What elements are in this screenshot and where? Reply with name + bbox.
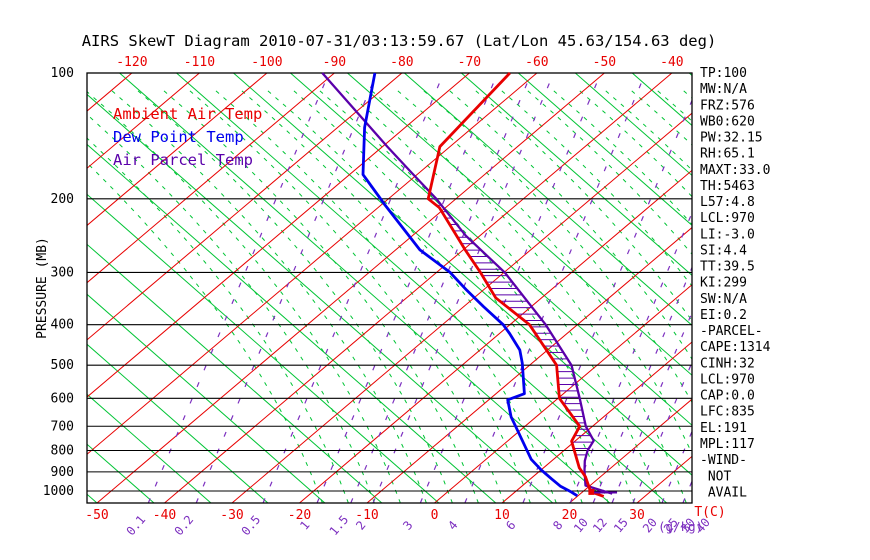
bottom-temp-axis: -50 -40 -30 -20 -10 0 10 20 30 T(C) — [85, 505, 725, 523]
mixing-ratio-tick: 6 — [503, 518, 518, 533]
stat-line: CAP:0.0 — [700, 389, 755, 404]
stat-line: SI:4.4 — [700, 243, 747, 258]
chart-header: AIRS SkewT Diagram 2010-07-31/03:13:59.6… — [82, 32, 717, 50]
stat-line: L57:4.8 — [700, 195, 755, 210]
stat-line: TP:100 — [700, 66, 747, 81]
pressure-axis-label: PRESSURE (MB) — [35, 237, 50, 339]
stat-line: RH:65.1 — [700, 147, 755, 162]
stat-line: LFC:835 — [700, 405, 755, 420]
stat-line: LCL:970 — [700, 372, 755, 387]
legend: Ambient Air Temp Dew Point Temp Air Parcel… — [113, 105, 262, 169]
top-temp-axis: -120 -110 -100 -90 -80 -70 -60 -50 -40 — [116, 55, 683, 70]
top-temp-tick: -120 — [116, 55, 147, 70]
mixing-ratio-tick: 3 — [400, 518, 415, 533]
bottom-temp-tick: 20 — [562, 508, 578, 523]
stat-line: KI:299 — [700, 276, 747, 291]
curve-dew-point — [361, 72, 579, 497]
bottom-temp-tick: -30 — [220, 508, 243, 523]
stat-line: EI:0.2 — [700, 308, 747, 323]
stat-line: CINH:32 — [700, 356, 755, 371]
pressure-tick: 400 — [51, 318, 74, 333]
mixing-ratio-tick: 0.1 — [124, 513, 149, 539]
stat-line: LI:-3.0 — [700, 227, 755, 242]
pressure-axis: 100 200 300 400 500 600 700 800 900 1000 PRESSURE … — [35, 66, 74, 499]
top-temp-tick: -40 — [660, 55, 683, 70]
stat-line: AVAIL — [700, 485, 747, 500]
legend-ambient: Ambient Air Temp — [113, 105, 262, 123]
legend-parcel: Air Parcel Temp — [113, 151, 253, 169]
stat-line: EL:191 — [700, 421, 747, 436]
temp-unit-label: T(C) — [694, 505, 725, 520]
top-temp-tick: -50 — [593, 55, 616, 70]
stat-line: CAPE:1314 — [700, 340, 771, 355]
pressure-tick: 500 — [51, 358, 74, 373]
pressure-tick: 1000 — [43, 484, 74, 499]
top-temp-tick: -80 — [390, 55, 413, 70]
stat-line: MW:N/A — [700, 82, 747, 97]
grid-dry-adiabats — [87, 73, 692, 503]
stat-line: LCL:970 — [700, 211, 755, 226]
pressure-lines — [86, 72, 693, 504]
bottom-temp-tick: -40 — [153, 508, 176, 523]
mixing-ratio-tick: 15 — [611, 515, 631, 535]
pressure-tick: 300 — [51, 265, 74, 280]
stat-line: -PARCEL- — [700, 324, 763, 339]
top-temp-tick: -100 — [251, 55, 282, 70]
curve-ambient-temp — [426, 72, 605, 498]
mixing-unit-label: (g/kg) — [658, 519, 703, 534]
bottom-temp-tick: 0 — [431, 508, 439, 523]
bottom-temp-tick: -10 — [355, 508, 378, 523]
surface-parcel-marker — [588, 488, 595, 495]
stat-line: TH:5463 — [700, 179, 755, 194]
surface-markers — [588, 488, 618, 495]
stat-line: TT:39.5 — [700, 260, 755, 275]
mixing-ratio-tick: 4 — [445, 518, 460, 533]
curve-air-parcel — [321, 72, 613, 495]
pressure-tick: 900 — [51, 465, 74, 480]
legend-dew: Dew Point Temp — [113, 128, 244, 146]
pressure-tick: 600 — [51, 391, 74, 406]
bottom-temp-tick: -50 — [85, 508, 108, 523]
pressure-tick: 800 — [51, 443, 74, 458]
stat-line: SW:N/A — [700, 292, 747, 307]
stat-line: FRZ:576 — [700, 98, 755, 113]
stat-line: WB0:620 — [700, 114, 755, 129]
top-temp-tick: -110 — [184, 55, 215, 70]
bottom-temp-tick: -20 — [288, 508, 311, 523]
top-temp-tick: -70 — [458, 55, 481, 70]
pressure-tick: 200 — [51, 192, 74, 207]
top-temp-tick: -90 — [323, 55, 346, 70]
cape-hatch — [428, 198, 593, 456]
bottom-temp-tick: 10 — [494, 508, 510, 523]
mixing-ratio-tick: 12 — [590, 515, 610, 535]
bottom-temp-tick: 30 — [629, 508, 645, 523]
pressure-tick: 100 — [51, 66, 74, 81]
stat-line: MAXT:33.0 — [700, 163, 770, 178]
pressure-tick: 700 — [51, 419, 74, 434]
chart-title: AIRS SkewT Diagram 2010-07-31/03:13:59.6… — [82, 32, 717, 50]
stat-line: NOT — [700, 469, 731, 484]
stat-line: MPL:117 — [700, 437, 755, 452]
stat-line: -WIND- — [700, 453, 747, 468]
mixing-ratio-tick: 1.5 — [327, 513, 352, 539]
stat-line: PW:32.15 — [700, 131, 763, 146]
top-temp-tick: -60 — [525, 55, 548, 70]
